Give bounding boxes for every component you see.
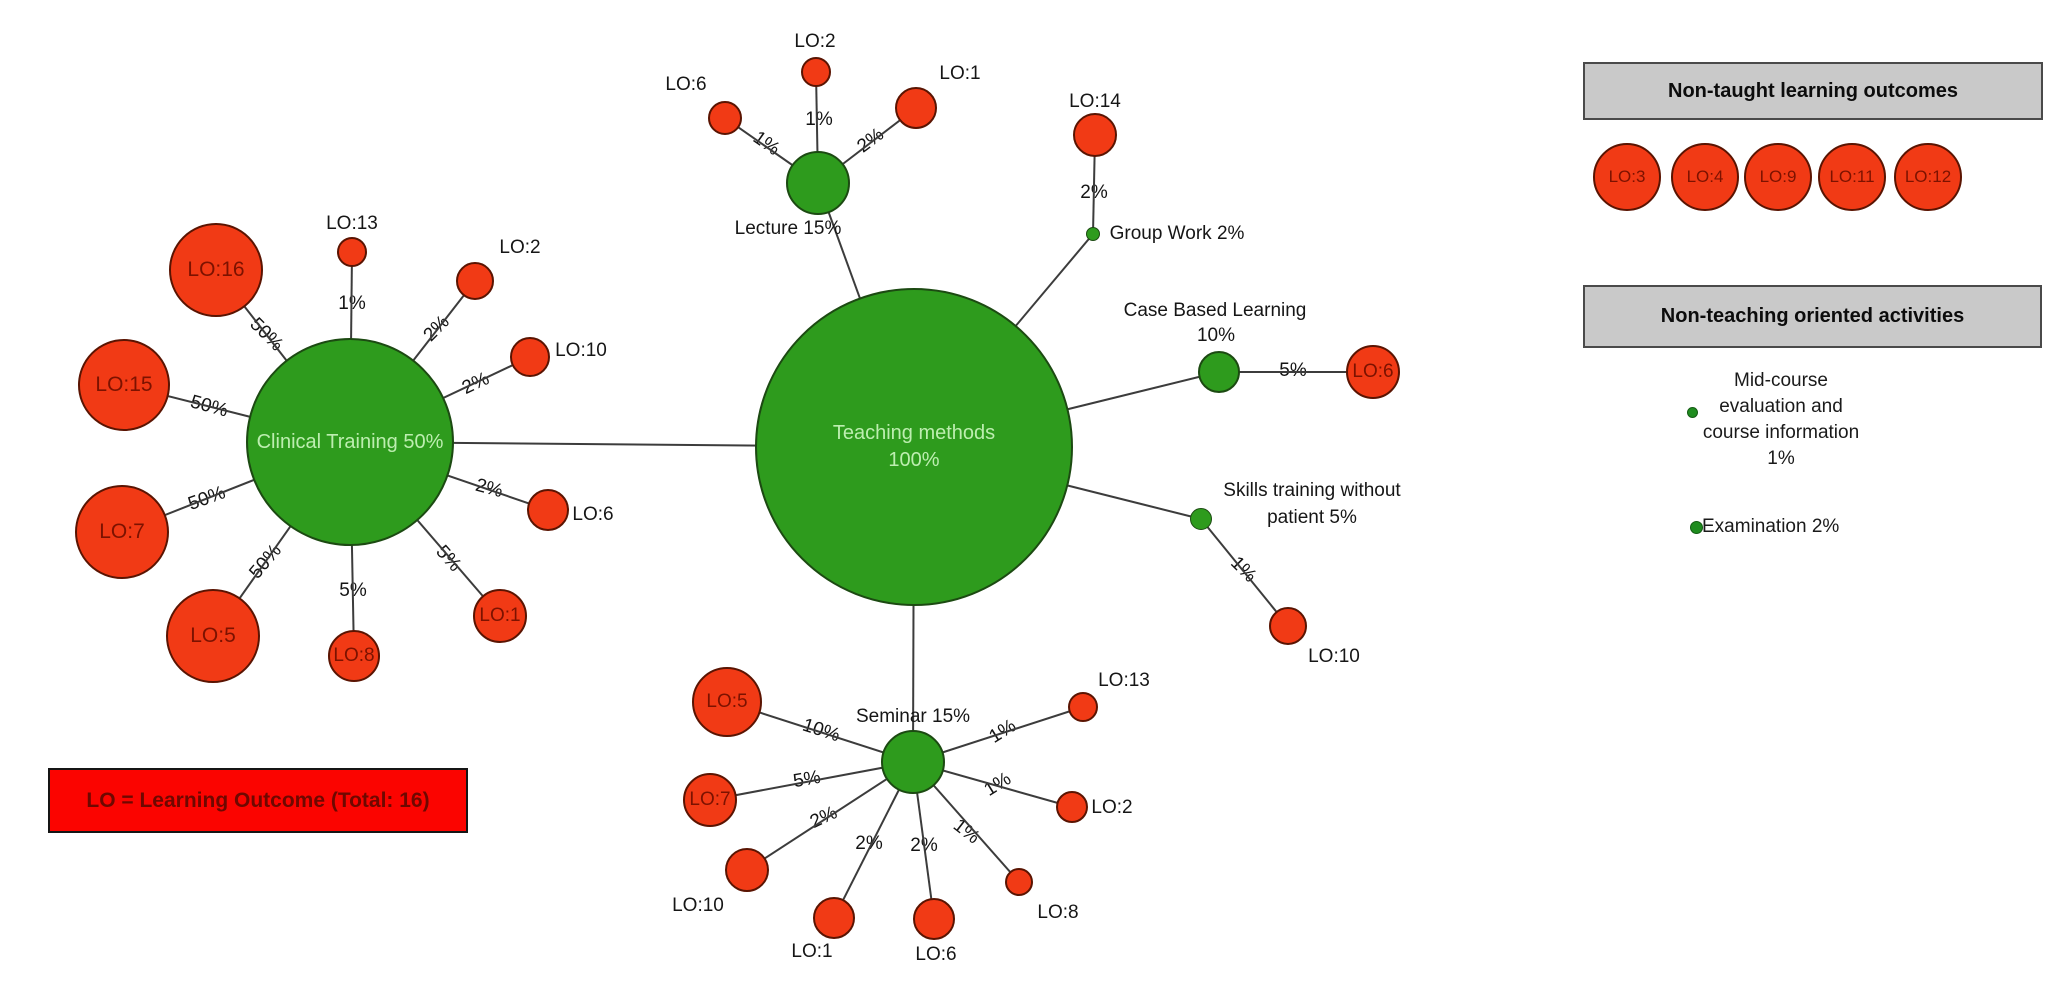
legend-item-lo3: LO:3 — [1593, 143, 1661, 211]
label-lecture-lo2: LO:2 — [794, 31, 836, 52]
legend-item-lo12: LO:12 — [1894, 143, 1962, 211]
label-group-work: Group Work 2% — [1109, 223, 1245, 244]
label-skills-line2: patient 5% — [1267, 507, 1357, 528]
label-clinical-lo2: LO:2 — [499, 237, 541, 258]
label-clinical-lo13: LO:13 — [326, 213, 378, 234]
label-lecture: Lecture 15% — [734, 218, 842, 239]
edge-pct-cbl-lo6: 5% — [1279, 360, 1307, 381]
lo-note-box: LO = Learning Outcome (Total: 16) — [48, 768, 468, 833]
legend-item-lo9: LO:9 — [1744, 143, 1812, 211]
label-skills-lo10: LO:10 — [1308, 646, 1360, 667]
label-groupwork-lo14: LO:14 — [1069, 91, 1121, 112]
legend-item-lo4: LO:4 — [1671, 143, 1739, 211]
label-seminar-lo2: LO:2 — [1091, 797, 1133, 818]
legend-non-teaching-title: Non-teaching oriented activities — [1660, 305, 1965, 327]
legend-examination-label: Examination 2% — [1702, 516, 1840, 537]
legend-midcourse-line2: evaluation and — [1719, 396, 1843, 417]
label-seminar-lo8: LO:8 — [1037, 902, 1079, 923]
label-lecture-lo1: LO:1 — [939, 63, 981, 84]
examination-dot-icon — [1690, 521, 1703, 534]
label-seminar-lo13: LO:13 — [1098, 670, 1150, 691]
label-seminar-lo10: LO:10 — [672, 895, 724, 916]
lo-note-text: LO = Learning Outcome (Total: 16) — [86, 788, 430, 812]
midcourse-dot-icon — [1687, 407, 1698, 418]
legend-midcourse-line3: course information — [1702, 422, 1860, 443]
label-clinical-lo10: LO:10 — [555, 340, 607, 361]
legend-non-teaching-panel: Non-teaching oriented activities — [1583, 285, 2042, 348]
label-seminar-lo1: LO:1 — [791, 941, 833, 962]
label-cbl-line2: 10% — [1196, 325, 1236, 346]
legend-non-taught-title: Non-taught learning outcomes — [1668, 79, 1958, 102]
legend-midcourse-label: Mid-course evaluation and course informa… — [1703, 368, 1859, 472]
label-seminar-lo6: LO:6 — [915, 944, 957, 965]
label-lecture-lo6: LO:6 — [665, 74, 707, 95]
label-skills-line1: Skills training without — [1223, 480, 1401, 501]
legend-item-lo11: LO:11 — [1818, 143, 1886, 211]
label-cbl-line1: Case Based Learning — [1123, 300, 1307, 321]
legend-midcourse-line1: Mid-course — [1734, 370, 1828, 391]
legend-midcourse-line4: 1% — [1767, 448, 1795, 469]
legend-non-taught-panel: Non-taught learning outcomes — [1583, 62, 2043, 120]
label-clinical-lo6: LO:6 — [572, 504, 614, 525]
